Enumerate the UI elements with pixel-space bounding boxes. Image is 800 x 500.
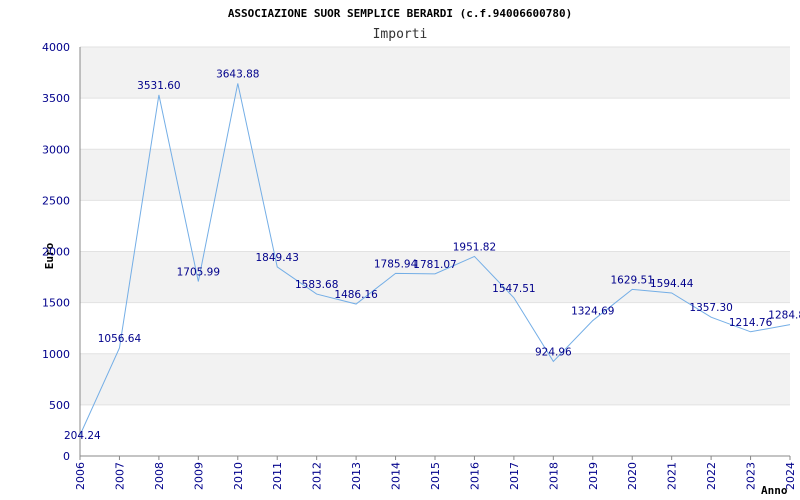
x-tick-label: 2012 bbox=[311, 462, 324, 490]
x-tick-label: 2022 bbox=[705, 462, 718, 490]
data-labels: 204.24 1056.64 3531.60 1705.99 3643.88 1849.4… bbox=[64, 68, 800, 442]
y-tick-label: 0 bbox=[63, 450, 70, 463]
data-label: 1781.07 bbox=[413, 259, 456, 271]
y-tick-label: 3500 bbox=[42, 92, 70, 105]
y-tick-labels: 0 500 1000 1500 2000 2500 3000 3500 4000 bbox=[42, 41, 70, 463]
y-tick-label: 1500 bbox=[42, 297, 70, 310]
grid-band bbox=[80, 47, 790, 99]
data-label: 1056.64 bbox=[98, 333, 142, 345]
y-axis-label: Euro bbox=[43, 242, 56, 269]
y-tick-label: 2000 bbox=[42, 246, 70, 259]
data-label: 1629.51 bbox=[611, 274, 654, 286]
axes bbox=[79, 47, 791, 460]
data-label: 1357.30 bbox=[689, 302, 732, 314]
y-tick-label: 3000 bbox=[42, 143, 70, 156]
x-tick-label: 2006 bbox=[74, 462, 87, 490]
x-tick-label: 2007 bbox=[113, 462, 126, 490]
grid-band bbox=[80, 251, 790, 303]
y-tick-label: 500 bbox=[49, 399, 70, 412]
x-tick-label: 2016 bbox=[468, 462, 481, 490]
series-line bbox=[79, 83, 791, 436]
y-tick-label: 4000 bbox=[42, 41, 70, 54]
data-label: 204.24 bbox=[64, 430, 101, 442]
data-label: 1705.99 bbox=[177, 267, 220, 279]
data-label: 1785.94 bbox=[374, 258, 418, 270]
y-tick-label: 2500 bbox=[42, 194, 70, 207]
grid-band bbox=[80, 149, 790, 201]
data-label: 1594.44 bbox=[650, 278, 694, 290]
data-label: 3643.88 bbox=[216, 68, 259, 80]
x-axis-label: Anno bbox=[761, 484, 788, 497]
data-label: 924.96 bbox=[535, 346, 572, 358]
x-tick-label: 2013 bbox=[350, 462, 363, 490]
x-tick-label: 2019 bbox=[587, 462, 600, 490]
x-tick-label: 2018 bbox=[547, 462, 560, 490]
x-tick-label: 2024 bbox=[784, 462, 797, 490]
chart-subtitle: Importi bbox=[373, 27, 428, 42]
data-label: 1486.16 bbox=[334, 289, 378, 301]
data-label: 1583.68 bbox=[295, 279, 338, 291]
x-tick-label: 2017 bbox=[508, 462, 521, 490]
grid-bands bbox=[80, 47, 790, 405]
x-tick-label: 2014 bbox=[390, 462, 403, 490]
x-tick-label: 2011 bbox=[271, 462, 284, 490]
x-tick-label: 2021 bbox=[666, 462, 679, 490]
x-tick-label: 2008 bbox=[153, 462, 166, 490]
data-label: 3531.60 bbox=[137, 80, 180, 92]
data-label: 1324.69 bbox=[571, 306, 614, 318]
data-label: 1547.51 bbox=[492, 283, 535, 295]
data-label: 1849.43 bbox=[256, 252, 299, 264]
data-label: 1951.82 bbox=[453, 241, 496, 253]
grid-band bbox=[80, 353, 790, 405]
x-tick-label: 2015 bbox=[429, 462, 442, 490]
data-label: 1284.86 bbox=[768, 310, 800, 322]
x-tick-label: 2023 bbox=[745, 462, 758, 490]
data-label: 1214.76 bbox=[729, 317, 773, 329]
x-tick-labels: 2006 2007 2008 2009 2010 2011 2012 2013 2014 2015… bbox=[74, 462, 797, 490]
y-tick-label: 1000 bbox=[42, 348, 70, 361]
x-tick-label: 2020 bbox=[626, 462, 639, 490]
x-tick-label: 2010 bbox=[232, 462, 245, 490]
chart-title: ASSOCIAZIONE SUOR SEMPLICE BERARDI (c.f.… bbox=[228, 7, 572, 20]
x-tick-label: 2009 bbox=[192, 462, 205, 490]
